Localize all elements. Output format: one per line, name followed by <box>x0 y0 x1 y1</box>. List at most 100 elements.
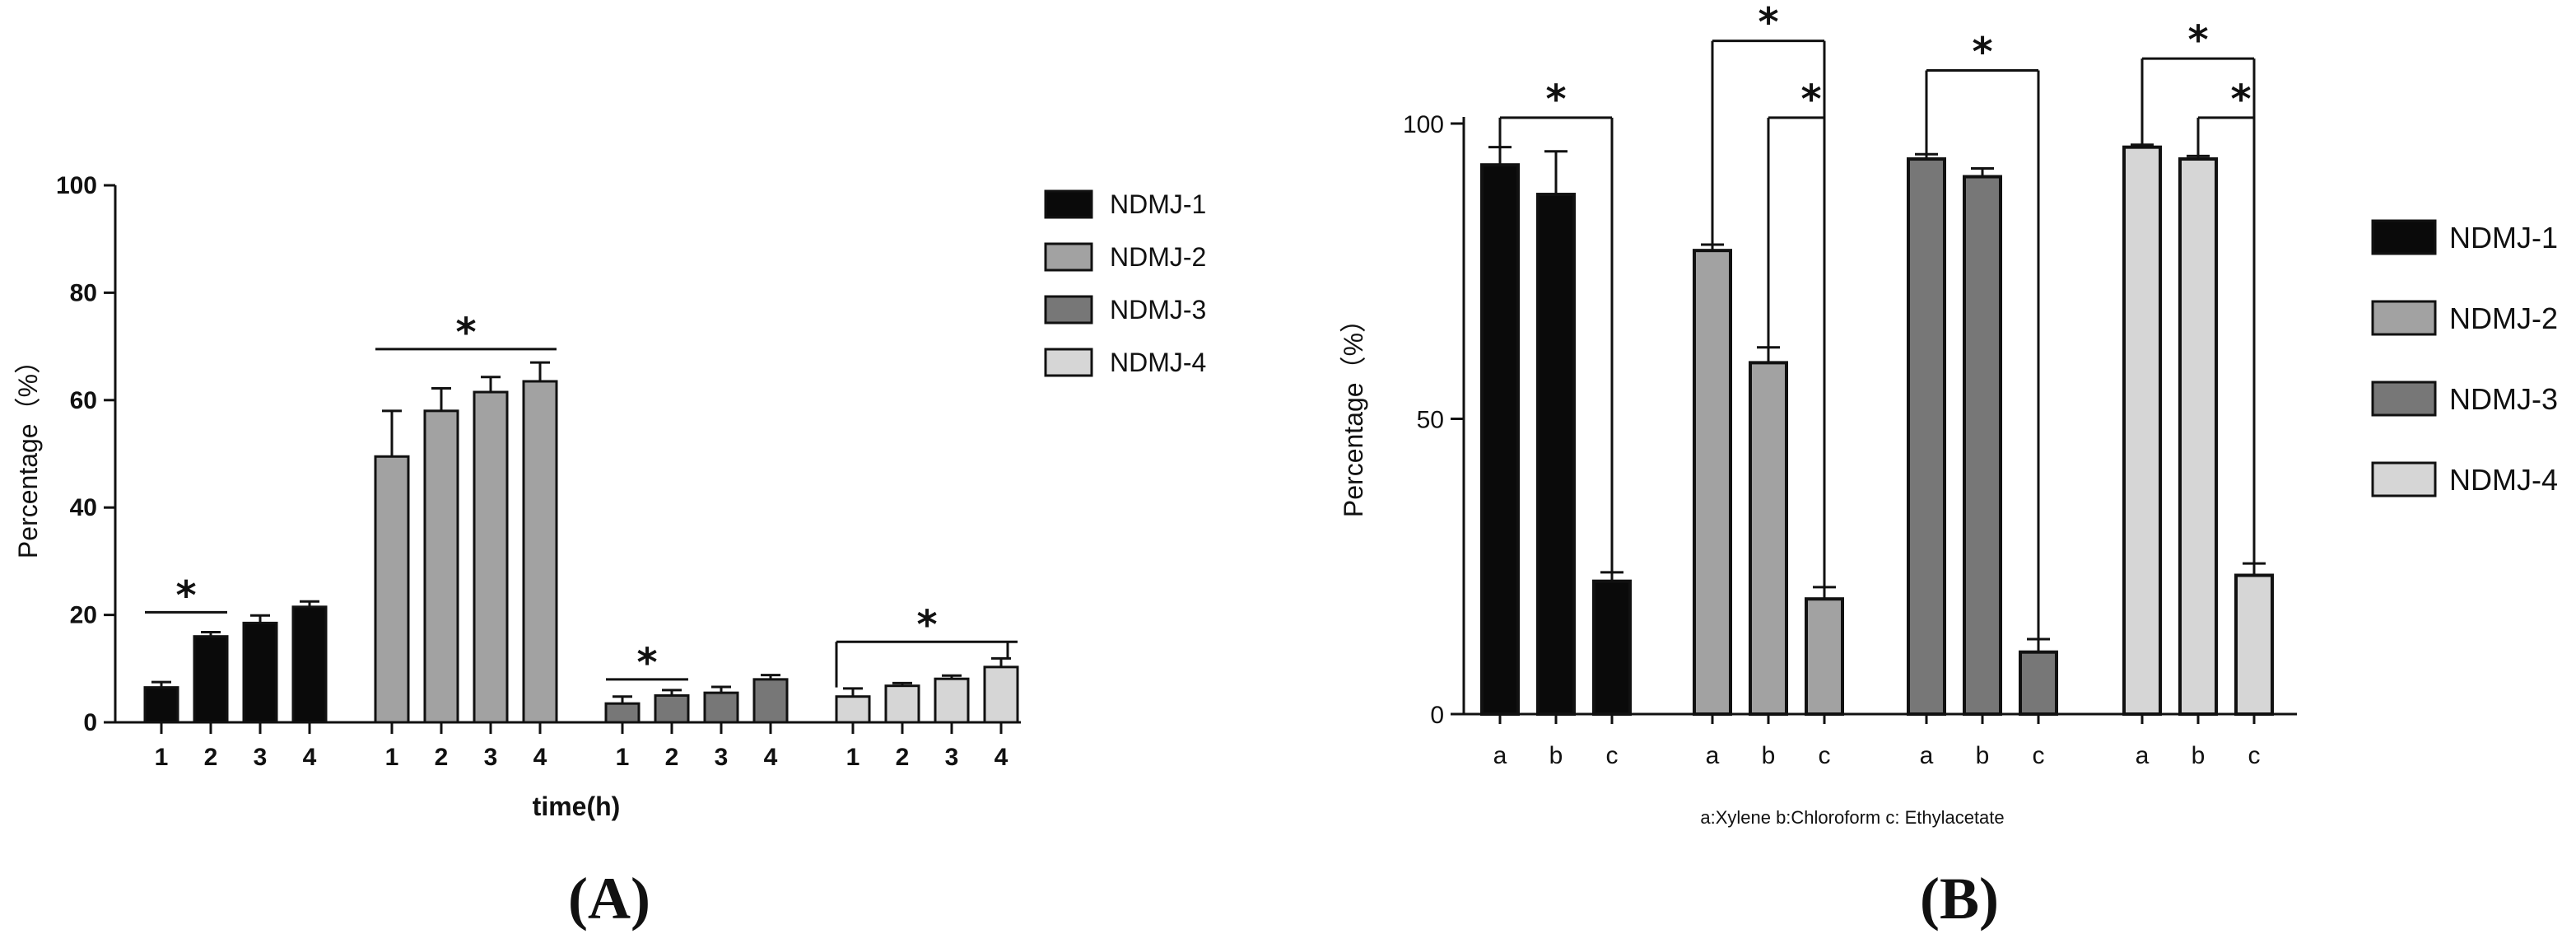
y-tick-label: 100 <box>1403 111 1444 138</box>
chart-b: 0 50 100 Percentage（%） a:Xylene b:Chloroform… <box>1339 0 2558 828</box>
bar <box>983 665 1019 724</box>
bar <box>604 702 641 724</box>
chart-a: 0 20 40 60 80 100 Percentage（%） time(h) 1 2 3 4 1 2 3 4… <box>13 172 1206 821</box>
bar <box>1907 157 1946 716</box>
legend-label: NDMJ-4 <box>1110 348 1206 377</box>
legend-swatch <box>1044 295 1093 325</box>
x-tick-label: c <box>2248 742 2261 769</box>
x-tick-label: b <box>1762 742 1776 769</box>
legend-label: NDMJ-2 <box>1110 242 1206 272</box>
y-tick-label: 100 <box>56 172 97 199</box>
x-tick-label: c <box>1606 742 1619 769</box>
bar <box>2122 145 2162 716</box>
y-axis-label: Percentage（%） <box>13 348 43 558</box>
x-tick-label: b <box>1549 742 1563 769</box>
bar <box>1536 193 1576 717</box>
bar <box>1805 597 1844 716</box>
x-tick-label: 4 <box>995 744 1009 771</box>
legend-swatch <box>1044 242 1093 272</box>
x-tick-label: 3 <box>945 744 959 771</box>
bar <box>242 621 278 724</box>
legend-label: NDMJ-3 <box>2449 382 2558 416</box>
bar <box>193 635 229 724</box>
x-tick-label: c <box>2033 742 2045 769</box>
y-tick-label: 20 <box>70 602 97 629</box>
y-tick-label: 50 <box>1417 407 1444 434</box>
bar <box>2019 650 2058 717</box>
x-tick-label: a <box>2136 742 2150 769</box>
significance-star: * <box>2187 17 2208 63</box>
bar <box>143 686 179 724</box>
bar <box>1693 249 1732 716</box>
legend-label: NDMJ-2 <box>2449 301 2558 335</box>
x-tick-label: 4 <box>764 744 778 771</box>
significance-star: * <box>2230 77 2251 123</box>
x-tick-label: a <box>1493 742 1507 769</box>
x-tick-label: 3 <box>715 744 729 771</box>
bar <box>473 390 509 724</box>
bar <box>2234 573 2274 716</box>
x-tick-label: 1 <box>846 744 860 771</box>
bar <box>1749 361 1788 716</box>
bar <box>835 695 871 724</box>
significance-star: * <box>1800 77 1821 123</box>
x-tick-label: 1 <box>616 744 630 771</box>
bar <box>423 409 459 724</box>
y-tick-label: 0 <box>1430 702 1444 729</box>
significance-star: * <box>1545 77 1566 123</box>
legend-swatch <box>1044 348 1093 377</box>
y-axis-label: Percentage（%） <box>1339 306 1368 517</box>
bar <box>1480 163 1520 716</box>
x-tick-label: 1 <box>385 744 399 771</box>
significance-star: * <box>175 572 196 619</box>
x-tick-label: 3 <box>484 744 498 771</box>
bar <box>752 678 789 724</box>
x-tick-label: 3 <box>254 744 268 771</box>
bar <box>703 691 739 724</box>
x-tick-label: a <box>1920 742 1934 769</box>
bar <box>1592 579 1632 716</box>
legend-label: NDMJ-1 <box>2449 221 2558 255</box>
x-tick-label: 1 <box>155 744 169 771</box>
significance-star: * <box>1758 0 1778 46</box>
panel-label-b: (B) <box>1920 866 1999 932</box>
x-tick-label: b <box>2192 742 2206 769</box>
bar <box>291 605 328 724</box>
significance-star: * <box>1972 29 1992 75</box>
legend-label: NDMJ-4 <box>2449 463 2558 497</box>
legend-swatch <box>2371 300 2437 336</box>
x-tick-label: 2 <box>896 744 910 771</box>
legend-note: a:Xylene b:Chloroform c: Ethylacetate <box>1700 807 2004 828</box>
legend-label: NDMJ-3 <box>1110 295 1206 325</box>
x-tick-label: a <box>1706 742 1720 769</box>
bar <box>654 693 690 724</box>
y-tick-label: 0 <box>83 709 97 736</box>
x-tick-label: b <box>1976 742 1990 769</box>
x-axis-label: time(h) <box>533 792 621 821</box>
bar <box>522 380 558 724</box>
y-tick-label: 60 <box>70 387 97 414</box>
legend-swatch <box>2371 219 2437 255</box>
legend-swatch <box>2371 461 2437 497</box>
legend-swatch <box>1044 189 1093 219</box>
significance-star: * <box>916 602 937 648</box>
panel-label-a: (A) <box>568 866 650 932</box>
significance-star: * <box>636 640 657 686</box>
significance-star: * <box>455 310 476 356</box>
x-tick-label: 4 <box>303 744 317 771</box>
legend-swatch <box>2371 381 2437 417</box>
x-tick-label: 4 <box>533 744 547 771</box>
bar <box>934 677 970 724</box>
bar <box>1963 175 2002 716</box>
y-tick-label: 40 <box>70 494 97 521</box>
x-tick-label: 2 <box>665 744 679 771</box>
bar <box>374 455 410 724</box>
x-tick-label: c <box>1819 742 1831 769</box>
legend-label: NDMJ-1 <box>1110 189 1206 219</box>
y-tick-label: 80 <box>70 279 97 306</box>
x-tick-label: 2 <box>435 744 449 771</box>
x-tick-label: 2 <box>204 744 218 771</box>
bar <box>2178 157 2218 716</box>
bar <box>884 684 920 724</box>
